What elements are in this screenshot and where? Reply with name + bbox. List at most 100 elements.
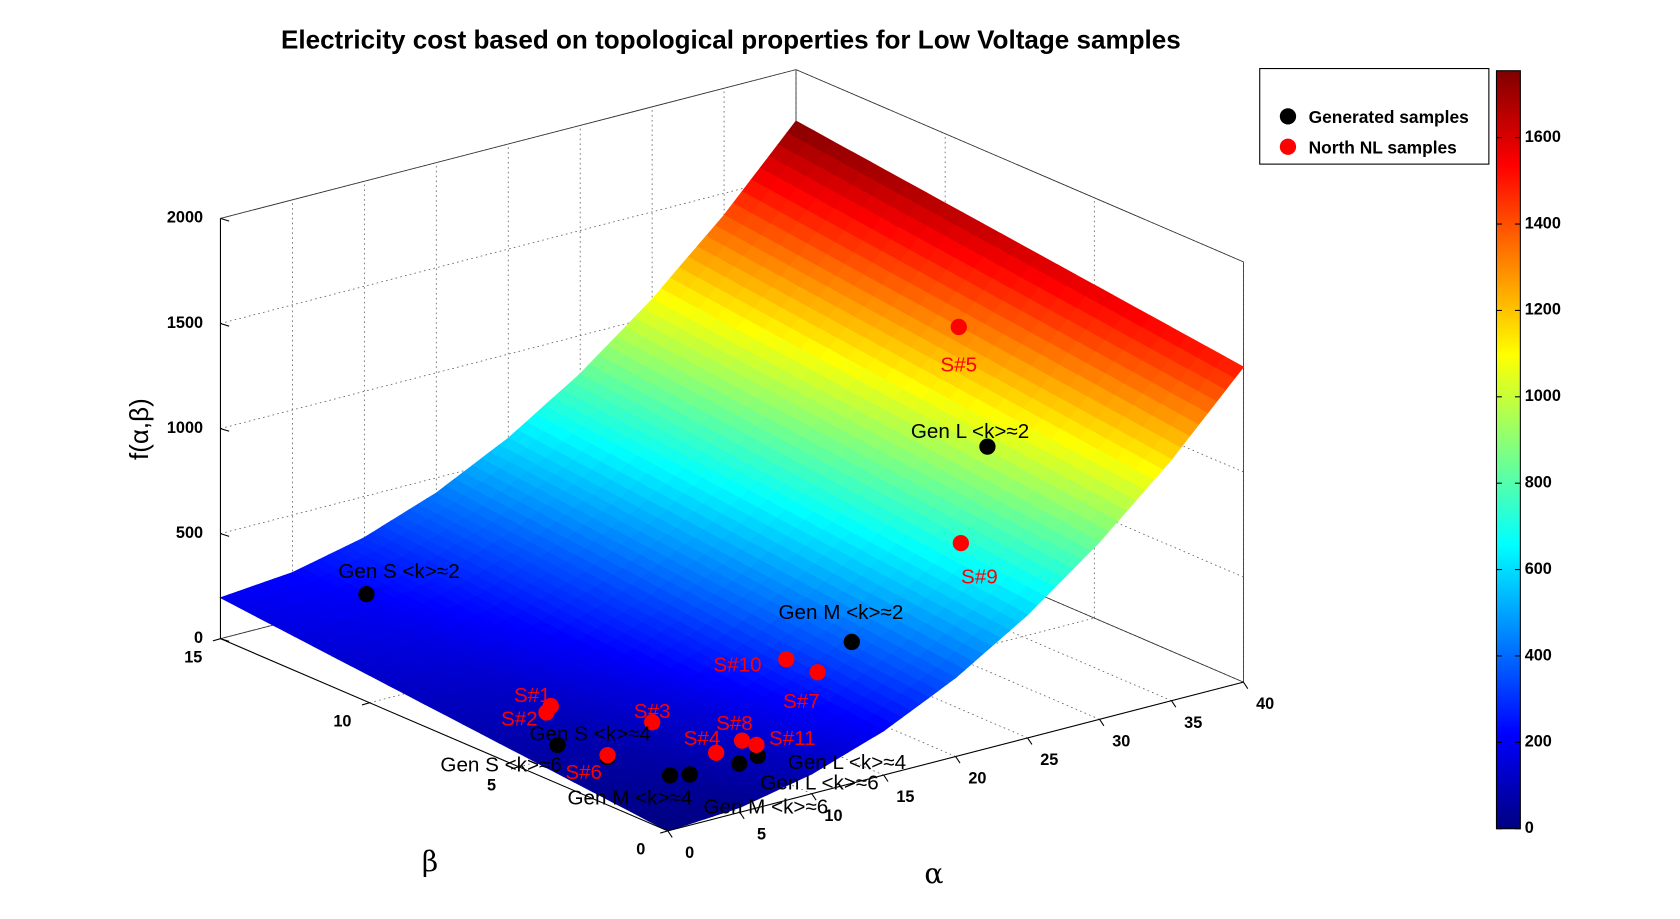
point-label: S#11: [769, 727, 816, 750]
z-tick: [220, 322, 230, 327]
z-tick-label: 2000: [167, 209, 203, 227]
legend-marker: [1279, 108, 1297, 125]
point-label: Gen M <k>≈2: [779, 601, 904, 624]
y-axis-label: β: [422, 845, 438, 878]
y-tick: [212, 638, 221, 642]
z-tick: [220, 533, 230, 537]
axes: 0 5 10 15 20 25 30 35 40 0 5 10 15 0 500 1000 1500 2000: [167, 209, 1274, 862]
y-tick: [361, 702, 370, 706]
point-label: Gen S <k>≈2: [338, 560, 459, 583]
point-label: S#1: [514, 684, 551, 707]
point-label: Gen S <k>≈6: [440, 753, 561, 776]
z-tick: [220, 217, 230, 222]
x-tick-label: 0: [685, 844, 694, 862]
x-tick: [883, 774, 889, 782]
x-tick: [955, 756, 961, 764]
grid-line: [220, 174, 797, 324]
grid-line: [220, 384, 797, 534]
point-label: S#7: [783, 690, 820, 713]
point-label: S#4: [684, 727, 721, 750]
z-tick: [220, 638, 230, 642]
z-tick-label: 1500: [167, 314, 203, 332]
x-tick: [1171, 700, 1177, 708]
sample-point: [952, 534, 970, 552]
y-tick: [660, 830, 669, 834]
sample-point: [661, 767, 679, 784]
colorbar-tick-label: 1600: [1525, 128, 1561, 146]
legend-label: North NL samples: [1309, 138, 1457, 158]
point-label: Gen S <k>≈4: [529, 723, 650, 746]
sample-point: [599, 747, 616, 764]
x-tick-label: 25: [1040, 751, 1058, 769]
x-axis-label: α: [924, 857, 943, 890]
legend-label: Generated samples: [1309, 107, 1469, 127]
sample-point: [778, 651, 795, 668]
legend-marker: [1279, 138, 1297, 155]
point-label: S#10: [713, 653, 761, 676]
x-tick-label: 35: [1184, 714, 1202, 732]
colorbar: 0 200 400 600 800 1000 1200 1400 1600: [1495, 70, 1561, 837]
sample-point: [681, 766, 698, 783]
point-label: S#3: [634, 700, 671, 723]
z-axis-label: f(α,β): [124, 398, 154, 460]
sample-point: [950, 318, 967, 336]
point-label: S#8: [716, 712, 753, 735]
z-tick-label: 500: [176, 524, 203, 542]
z-tick-label: 0: [194, 629, 203, 647]
y-tick-label: 15: [184, 649, 202, 667]
x-tick: [1027, 737, 1033, 745]
point-label: Gen M <k>≈6: [703, 796, 828, 819]
sample-point: [549, 736, 566, 754]
z-tick: [220, 428, 230, 432]
x-tick-label: 15: [896, 788, 914, 806]
surface: [219, 120, 1245, 832]
x-tick-label: 5: [757, 825, 766, 843]
sample-point: [809, 664, 826, 681]
sample-point: [358, 585, 375, 603]
point-label: Gen M <k>≈4: [567, 787, 692, 810]
x-tick: [739, 812, 745, 820]
x-tick-label: 10: [824, 807, 842, 825]
x-tick: [811, 793, 817, 801]
points: Gen S <k>≈2 Gen M <k>≈2 Gen L <k>≈2 Gen S <…: [338, 318, 1029, 819]
sample-point: [843, 633, 860, 651]
y-axis-line: [220, 638, 669, 832]
point-label: S#2: [501, 708, 538, 731]
point-label: Gen L <k>≈4: [788, 751, 906, 774]
z-tick-label: 1000: [167, 419, 203, 437]
grid-line: [220, 279, 797, 429]
colorbar-tick-label: 200: [1525, 733, 1552, 751]
colorbar-tick-label: 600: [1525, 560, 1552, 578]
x-tick-label: 30: [1112, 732, 1130, 750]
legend-box: [1259, 68, 1490, 165]
y-tick-label: 0: [636, 841, 645, 859]
sample-point: [733, 732, 751, 749]
point-label: Gen L <k>≈2: [911, 420, 1029, 443]
colorbar-tick-label: 0: [1525, 819, 1534, 837]
point-label: S#9: [961, 565, 998, 588]
colorbar-tick-label: 1400: [1525, 214, 1561, 232]
sample-point: [644, 714, 661, 731]
sample-point: [731, 755, 748, 772]
x-tick: [1242, 681, 1249, 689]
colorbar-tick-label: 800: [1525, 473, 1552, 491]
box-edge: [220, 69, 797, 219]
sample-point: [979, 438, 996, 455]
x-tick: [667, 830, 673, 838]
colorbar-tick-label: 1200: [1525, 301, 1561, 319]
point-label: S#6: [565, 761, 602, 784]
box-edge: [795, 69, 1244, 263]
sample-point: [748, 736, 765, 754]
legend: Generated samples North NL samples: [1259, 68, 1490, 165]
y-tick: [510, 766, 519, 770]
chart-title: Electricity cost based on topological pr…: [281, 24, 1181, 54]
colorbar-tick-label: 400: [1525, 646, 1552, 664]
colorbar-scale: [1495, 70, 1521, 830]
y-tick-label: 5: [487, 777, 496, 795]
point-label: Gen L <k>≈6: [760, 772, 878, 795]
x-tick-label: 40: [1256, 695, 1274, 713]
y-tick-label: 10: [333, 713, 351, 731]
x-tick: [1099, 719, 1105, 727]
